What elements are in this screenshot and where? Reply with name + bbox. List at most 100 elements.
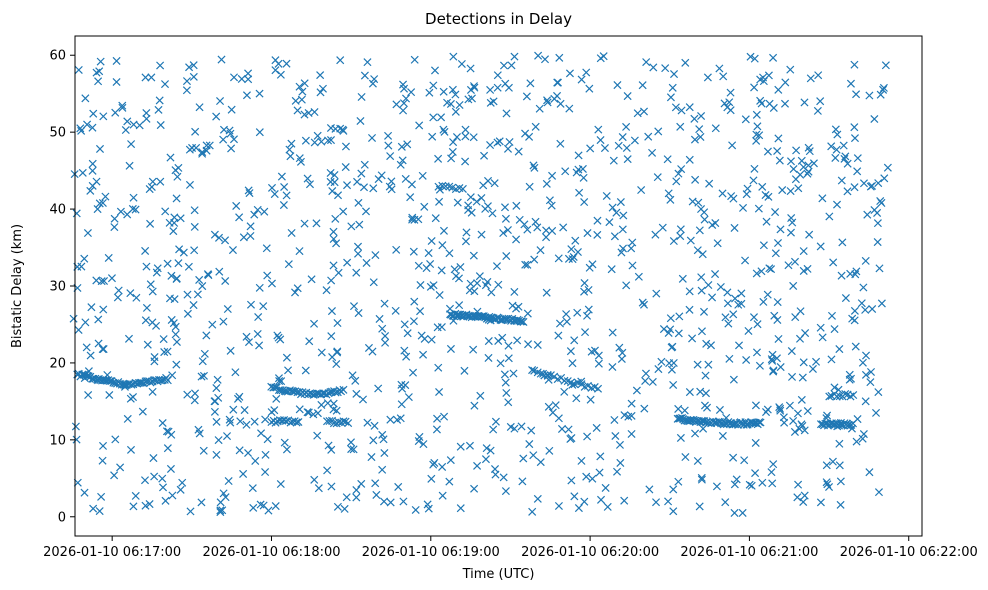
- detection-point: [435, 197, 444, 206]
- detection-point: [212, 384, 221, 393]
- detection-point: [654, 365, 663, 374]
- detection-point: [264, 506, 273, 515]
- detection-point: [95, 199, 104, 208]
- detection-point: [603, 502, 612, 511]
- detection-point: [747, 481, 756, 490]
- detection-point: [295, 405, 304, 414]
- detection-point: [386, 152, 395, 161]
- detection-point: [249, 503, 258, 512]
- detection-point: [267, 408, 276, 417]
- detection-point: [386, 498, 395, 507]
- detection-point: [99, 305, 108, 314]
- detection-point: [322, 286, 331, 295]
- detection-point: [608, 203, 617, 212]
- detection-point: [567, 245, 576, 254]
- detection-point: [427, 236, 436, 246]
- detection-point: [401, 94, 411, 103]
- detection-point: [223, 305, 232, 314]
- detection-point: [354, 309, 363, 318]
- detection-point: [312, 219, 321, 228]
- detection-point: [142, 303, 151, 312]
- detection-point: [363, 418, 372, 427]
- detection-point: [452, 133, 461, 142]
- detection-point: [419, 440, 428, 449]
- detection-point: [665, 359, 674, 368]
- detection-point: [797, 156, 806, 165]
- detection-point: [806, 74, 815, 83]
- detection-point: [408, 215, 417, 224]
- detection-point: [762, 217, 771, 226]
- detection-point: [260, 207, 269, 216]
- detection-point: [787, 347, 796, 356]
- detection-point: [295, 82, 304, 91]
- detection-point: [545, 196, 554, 205]
- track-point: [271, 383, 280, 392]
- detection-point: [793, 493, 802, 502]
- detection-point: [674, 477, 683, 486]
- detection-point: [616, 198, 625, 207]
- detection-point: [110, 471, 119, 480]
- detection-point: [746, 52, 755, 61]
- detection-point: [336, 56, 345, 65]
- detection-point: [295, 154, 304, 163]
- detection-point: [94, 77, 103, 86]
- detection-point: [608, 362, 617, 372]
- detection-point: [568, 255, 577, 264]
- detection-point: [142, 262, 151, 271]
- detection-point: [477, 193, 486, 203]
- detection-point: [770, 311, 779, 320]
- detection-point: [528, 507, 537, 516]
- detection-point: [793, 409, 802, 418]
- detection-point: [271, 66, 280, 75]
- detection-point: [410, 55, 419, 64]
- detection-point: [437, 113, 446, 122]
- x-tick-label: 2026-01-10 06:21:00: [680, 545, 818, 560]
- detection-point: [814, 71, 823, 80]
- detection-point: [831, 153, 840, 162]
- detection-point: [425, 88, 434, 97]
- detection-point: [448, 147, 457, 156]
- detection-point: [622, 122, 631, 131]
- detection-point: [778, 186, 787, 195]
- detection-point: [674, 404, 683, 413]
- detection-point: [533, 340, 542, 349]
- detection-point: [449, 138, 458, 147]
- detection-point: [87, 303, 96, 312]
- detection-point: [570, 336, 579, 345]
- detection-point: [396, 414, 405, 423]
- detection-point: [675, 312, 684, 321]
- detection-point: [98, 456, 107, 465]
- detection-point: [757, 267, 766, 276]
- detection-point: [877, 299, 886, 308]
- detection-point: [182, 86, 191, 95]
- detection-point: [633, 109, 642, 118]
- detection-point: [305, 180, 315, 189]
- detection-point: [263, 271, 272, 280]
- detection-point: [486, 98, 495, 107]
- detection-point: [686, 236, 695, 245]
- detection-point: [582, 472, 591, 481]
- detection-point: [495, 137, 504, 146]
- detection-point: [282, 445, 291, 454]
- detection-point: [167, 315, 176, 324]
- detection-point: [787, 372, 797, 381]
- detection-point: [88, 159, 97, 168]
- plot-area: [69, 35, 923, 537]
- detection-point: [712, 482, 721, 491]
- detection-point: [648, 377, 657, 386]
- detection-point: [274, 333, 283, 342]
- detection-point: [822, 478, 831, 487]
- detection-point: [837, 271, 846, 280]
- detection-point: [214, 436, 223, 445]
- detection-point: [399, 99, 408, 108]
- detection-point: [466, 64, 475, 73]
- detection-point: [367, 133, 377, 142]
- detection-point: [493, 71, 502, 80]
- detection-point: [202, 141, 211, 150]
- detection-point: [212, 450, 221, 459]
- track-point: [835, 392, 844, 401]
- detection-point: [615, 440, 624, 449]
- detection-point: [874, 179, 883, 188]
- detection-point: [293, 284, 302, 293]
